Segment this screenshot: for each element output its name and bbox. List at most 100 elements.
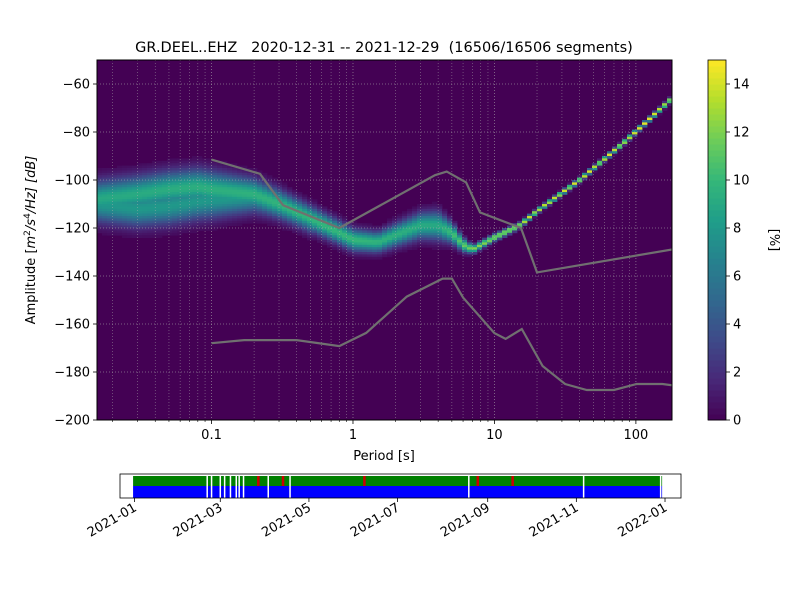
psd-cell — [137, 196, 143, 200]
psd-cell — [122, 213, 128, 217]
colorbar-tick-label: 10 — [733, 174, 750, 189]
psd-cell — [217, 177, 223, 181]
psd-cell — [387, 252, 393, 255]
psd-cell — [152, 168, 158, 171]
psd-cell — [202, 180, 208, 183]
psd-cell — [217, 213, 223, 217]
psd-cell — [202, 196, 208, 200]
psd-cell — [172, 160, 178, 164]
colorbar-segment — [708, 216, 726, 223]
psd-cell — [457, 230, 463, 234]
psd-cell — [212, 201, 218, 205]
psd-cell — [122, 165, 128, 169]
psd-cell — [347, 249, 353, 253]
psd-cell — [212, 220, 218, 224]
colorbar-segment — [708, 348, 726, 355]
psd-cell — [132, 194, 138, 198]
psd-cell — [447, 240, 453, 243]
psd-cell — [332, 242, 338, 246]
psd-cell — [567, 184, 573, 188]
psd-cell — [177, 218, 183, 222]
psd-cell — [317, 213, 323, 217]
psd-cell — [232, 182, 238, 186]
psd-cell — [232, 170, 238, 174]
psd-cell — [287, 223, 293, 226]
psd-cell — [197, 165, 203, 169]
psd-cell — [182, 170, 188, 174]
psd-cell — [107, 199, 113, 202]
colorbar-tick-label: 12 — [733, 126, 750, 141]
psd-cell — [137, 230, 143, 234]
psd-cell — [222, 201, 228, 205]
psd-cell — [222, 211, 228, 214]
psd-cell — [122, 228, 128, 231]
gap-marker — [582, 474, 585, 498]
psd-cell — [162, 184, 168, 188]
psd-cell — [247, 184, 253, 188]
psd-cell — [497, 232, 503, 236]
psd-cell — [407, 232, 413, 236]
psd-cell — [202, 177, 208, 181]
psd-cell — [287, 225, 293, 229]
psd-cell — [302, 223, 308, 226]
psd-cell — [277, 180, 283, 183]
psd-cell — [432, 232, 438, 236]
psd-cell — [632, 129, 638, 133]
psd-cell — [132, 189, 138, 193]
psd-cell — [277, 218, 283, 222]
psd-cell — [147, 192, 153, 195]
psd-cell — [292, 196, 298, 200]
psd-cell — [607, 153, 613, 157]
psd-cell — [112, 223, 118, 226]
psd-cell — [277, 213, 283, 217]
psd-cell — [222, 204, 228, 207]
psd-cell — [152, 211, 158, 214]
psd-cell — [557, 189, 563, 193]
psd-cell — [622, 144, 628, 147]
psd-cell — [277, 223, 283, 226]
psd-cell — [147, 180, 153, 183]
psd-cell — [247, 194, 253, 198]
psd-cell — [172, 170, 178, 174]
psd-cell — [272, 211, 278, 214]
psd-cell — [117, 218, 123, 222]
psd-cell — [457, 237, 463, 241]
psd-cell — [427, 208, 433, 212]
psd-cell — [227, 216, 233, 219]
psd-cell — [237, 184, 243, 188]
psd-cell — [332, 228, 338, 231]
psd-cell — [162, 189, 168, 193]
colorbar-segment — [708, 144, 726, 151]
psd-cell — [192, 180, 198, 183]
psd-cell — [532, 208, 538, 212]
psd-cell — [452, 220, 458, 224]
psd-cell — [302, 218, 308, 222]
psd-cell — [417, 213, 423, 217]
psd-cell — [427, 225, 433, 229]
psd-cell — [397, 213, 403, 217]
psd-cell — [247, 182, 253, 186]
psd-cell — [252, 204, 258, 207]
psd-cell — [252, 194, 258, 198]
psd-cell — [162, 211, 168, 214]
psd-cell — [192, 156, 198, 159]
psd-cell — [207, 220, 213, 224]
psd-cell — [187, 228, 193, 231]
psd-cell — [167, 180, 173, 183]
psd-cell — [412, 213, 418, 217]
psd-cell — [322, 232, 328, 236]
psd-cell — [202, 189, 208, 193]
psd-cell — [387, 237, 393, 241]
psd-cell — [102, 182, 108, 186]
psd-cell — [117, 204, 123, 207]
psd-cell — [297, 206, 303, 210]
psd-cell — [322, 235, 328, 238]
psd-cell — [162, 220, 168, 224]
psd-cell — [287, 208, 293, 212]
psd-cell — [122, 180, 128, 183]
psd-cell — [502, 232, 508, 236]
psd-cell — [662, 103, 668, 106]
psd-cell — [237, 216, 243, 219]
colorbar-segment — [708, 330, 726, 337]
psd-cell — [357, 240, 363, 243]
